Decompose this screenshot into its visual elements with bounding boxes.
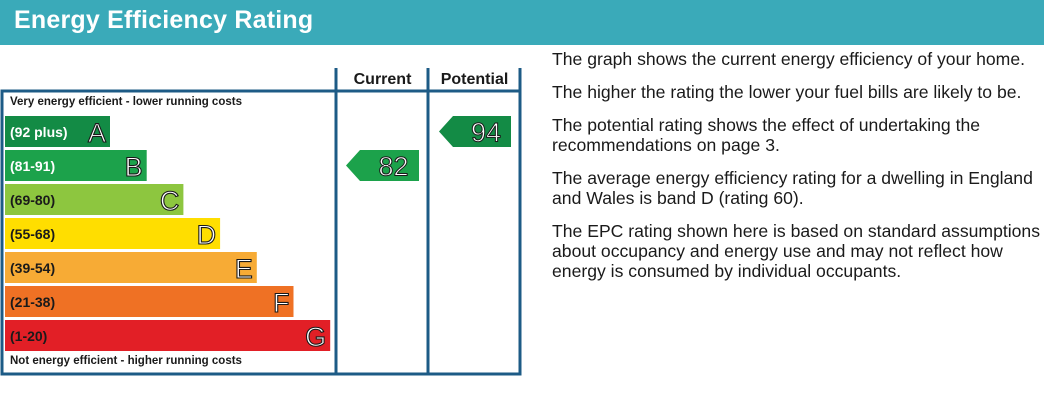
paragraph-2: The higher the rating the lower your fue… bbox=[552, 82, 1022, 102]
band-bar-e bbox=[5, 252, 257, 283]
column-header-potential: Potential bbox=[441, 71, 509, 88]
current-rating-arrow bbox=[346, 150, 419, 181]
bottom-label: Not energy efficient - higher running co… bbox=[10, 355, 242, 367]
band-bar-b bbox=[5, 150, 147, 181]
band-letter-d: D bbox=[197, 220, 217, 250]
page-title: Energy Efficiency Rating bbox=[14, 6, 314, 34]
band-bar-f bbox=[5, 286, 294, 317]
paragraph-3: The potential rating shows the effect of… bbox=[552, 115, 981, 155]
band-range-g: (1-20) bbox=[10, 328, 47, 344]
energy-rating-svg: Current Potential Very energy efficient - … bbox=[0, 68, 522, 376]
band-letter-c: C bbox=[160, 186, 180, 216]
paragraph-5: The EPC rating shown here is based on st… bbox=[552, 221, 1041, 281]
top-label: Very energy efficient - lower running co… bbox=[10, 96, 242, 108]
band-bar-a bbox=[5, 116, 110, 147]
band-bar-d bbox=[5, 218, 221, 249]
band-letter-b: B bbox=[125, 152, 143, 182]
potential-rating-value: 94 bbox=[471, 118, 501, 148]
band-bar-c bbox=[5, 184, 184, 215]
band-bar-g bbox=[5, 320, 331, 351]
band-range-e: (39-54) bbox=[10, 260, 55, 276]
current-rating-value: 82 bbox=[378, 152, 408, 182]
band-range-d: (55-68) bbox=[10, 226, 55, 242]
band-range-c: (69-80) bbox=[10, 192, 55, 208]
band-range-b: (81-91) bbox=[10, 158, 55, 174]
column-header-current: Current bbox=[354, 71, 412, 88]
band-range-a: (92 plus) bbox=[10, 124, 68, 140]
description-text: The graph shows the current energy effic… bbox=[552, 49, 1042, 294]
band-letter-g: G bbox=[305, 322, 326, 352]
energy-rating-chart: Current Potential Very energy efficient - … bbox=[0, 62, 522, 378]
paragraph-4: The average energy efficiency rating for… bbox=[552, 168, 1033, 208]
band-letter-e: E bbox=[235, 254, 253, 284]
paragraph-1: The graph shows the current energy effic… bbox=[552, 49, 1026, 69]
header-bar: Energy Efficiency Rating bbox=[0, 0, 1044, 45]
band-range-f: (21-38) bbox=[10, 294, 55, 310]
band-letter-f: F bbox=[273, 288, 290, 318]
band-letter-a: A bbox=[88, 118, 106, 148]
potential-rating-arrow bbox=[439, 116, 511, 147]
